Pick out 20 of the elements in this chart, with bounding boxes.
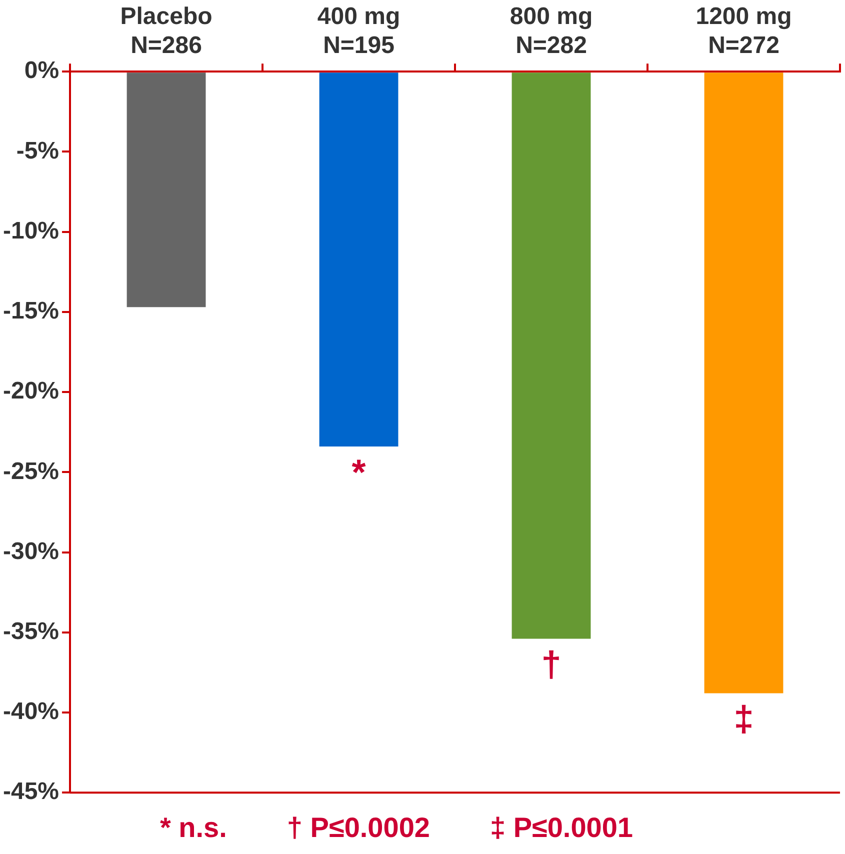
annotation: ‡ <box>734 698 754 740</box>
text: * n.s. <box>160 812 227 844</box>
text: † P≤0.0002 <box>286 812 430 844</box>
x-tick-label: Placebo N=286 <box>120 3 212 59</box>
y-tick-label: 0% <box>24 57 60 84</box>
y-tick-label: -30% <box>2 538 60 565</box>
annotation: * <box>352 451 366 492</box>
annotation: † <box>541 644 562 685</box>
y-tick-label: -15% <box>2 298 60 325</box>
y-tick-label: -40% <box>2 698 60 726</box>
x-tick-label: 400 mg N=195 <box>317 3 400 59</box>
x-tick-label: 1200 mg N=272 <box>696 3 792 59</box>
x-tick-label: 800 mg N=282 <box>510 3 593 59</box>
y-tick-label: -20% <box>2 378 60 405</box>
y-tick-label: -10% <box>2 217 60 244</box>
y-tick-label: -45% <box>2 778 60 806</box>
text: ‡ P≤0.0001 <box>490 812 634 844</box>
y-tick-label: -5% <box>16 137 60 164</box>
y-tick-label: -25% <box>2 458 60 485</box>
y-tick-label: -35% <box>2 618 60 646</box>
